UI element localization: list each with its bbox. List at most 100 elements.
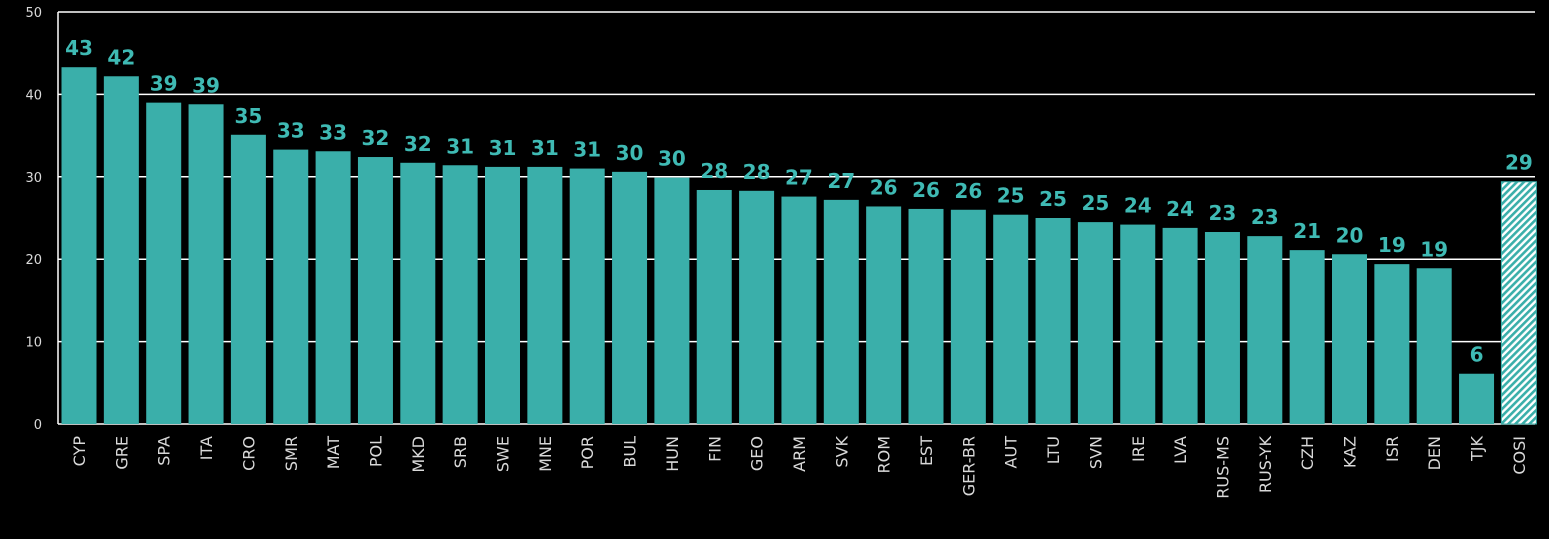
value-label-mne: 31 (531, 136, 559, 160)
bar-rus-ms (1204, 232, 1240, 424)
value-label-swe: 31 (489, 136, 517, 160)
value-label-rus-yk: 23 (1251, 205, 1279, 229)
category-label-mat: MAT (324, 436, 343, 470)
category-label-geo: GEO (748, 436, 767, 471)
category-label-hun: HUN (663, 436, 682, 472)
category-label-aut: AUT (1002, 436, 1021, 469)
bar-gre (103, 76, 139, 424)
category-label-ger-br: GER-BR (959, 436, 978, 496)
category-label-tjk: TJK (1468, 435, 1487, 461)
data-labels: 43 42 39 39 35 33 33 32 32 31 31 31 31 30 30 28 28 27 27 26… (65, 36, 1533, 367)
bar-cosi (1500, 181, 1537, 425)
category-label-mkd: MKD (409, 436, 428, 473)
category-label-ltu: LTU (1044, 436, 1063, 464)
value-label-isr: 19 (1378, 233, 1406, 257)
category-label-rus-ms: RUS-MS (1213, 436, 1232, 499)
bar-ger-br (950, 209, 986, 424)
category-label-cro: CRO (239, 436, 258, 471)
bar-ltu (1035, 218, 1071, 424)
bar-est (908, 208, 944, 424)
value-label-cro: 35 (234, 104, 262, 128)
bar-pol (357, 157, 393, 425)
category-label-den: DEN (1425, 436, 1444, 470)
value-label-geo: 28 (743, 160, 771, 184)
category-label-gre: GRE (112, 436, 131, 470)
bar-mkd (400, 162, 436, 425)
category-label-svk: SVK (832, 435, 851, 467)
value-label-mkd: 32 (404, 132, 432, 156)
value-label-mat: 33 (319, 120, 347, 144)
category-label-est: EST (917, 436, 936, 466)
value-label-arm: 27 (785, 166, 813, 190)
category-label-por: POR (578, 436, 597, 469)
y-tick-label: 50 (25, 6, 42, 21)
category-label-czh: CZH (1298, 436, 1317, 470)
bar-por (569, 168, 605, 424)
bar-swe (485, 166, 520, 425)
bar-spa (146, 102, 182, 424)
bar-srb (442, 165, 478, 424)
value-label-den: 19 (1420, 237, 1448, 261)
value-label-rus-ms: 23 (1209, 201, 1237, 225)
value-label-svn: 25 (1081, 191, 1109, 215)
bar-ita (188, 104, 224, 425)
value-label-kaz: 20 (1336, 223, 1364, 247)
y-tick-label: 40 (25, 88, 42, 103)
bar-den (1416, 268, 1452, 424)
value-label-czh: 21 (1293, 219, 1321, 243)
category-label-rus-yk: RUS-YK (1256, 435, 1275, 493)
value-label-svk: 27 (827, 169, 855, 193)
bar-rus-yk (1247, 236, 1283, 424)
bars (61, 67, 1537, 425)
y-tick-label: 20 (25, 253, 42, 268)
y-tick-label: 0 (34, 418, 42, 433)
category-label-cyp: CYP (70, 436, 89, 467)
category-label-rom: ROM (875, 436, 894, 474)
value-label-bul: 30 (616, 141, 644, 165)
value-label-cyp: 43 (65, 36, 93, 60)
category-label-smr: SMR (282, 436, 301, 471)
bar-ire (1120, 224, 1156, 424)
category-label-swe: SWE (494, 436, 513, 472)
bar-bul (612, 171, 648, 424)
bar-svk (823, 199, 859, 424)
bar-mat (315, 151, 351, 425)
bar-fin (696, 189, 732, 424)
bar-tjk (1459, 373, 1495, 424)
bar-cyp (61, 67, 97, 424)
bar-smr (273, 149, 309, 424)
value-label-smr: 33 (277, 119, 305, 143)
bar-svn (1077, 222, 1113, 424)
y-axis-ticks: 0 10 20 30 40 50 (25, 6, 42, 433)
value-label-fin: 28 (700, 159, 728, 183)
category-label-ire: IRE (1129, 436, 1148, 462)
value-label-gre: 42 (107, 45, 135, 69)
value-label-lva: 24 (1166, 197, 1194, 221)
x-axis-ticks: CYP GRE SPA ITA CRO SMR MAT POL MKD SRB SWE MNE POR B… (70, 435, 1529, 498)
category-label-arm: ARM (790, 436, 809, 472)
value-label-ltu: 25 (1039, 187, 1067, 211)
category-label-kaz: KAZ (1341, 436, 1360, 468)
category-label-srb: SRB (451, 436, 470, 468)
bar-aut (993, 214, 1029, 424)
value-label-pol: 32 (362, 126, 390, 150)
bar-isr (1374, 264, 1410, 424)
value-label-por: 31 (573, 138, 601, 162)
category-label-isr: ISR (1383, 436, 1402, 462)
category-label-mne: MNE (536, 436, 555, 472)
category-label-pol: POL (366, 436, 385, 467)
category-label-svn: SVN (1086, 436, 1105, 469)
bar-lva (1162, 227, 1198, 424)
value-label-ire: 24 (1124, 194, 1152, 218)
category-label-lva: LVA (1171, 436, 1190, 464)
value-label-tjk: 6 (1470, 343, 1484, 367)
bar-kaz (1332, 254, 1367, 424)
value-label-spa: 39 (150, 72, 178, 96)
value-label-est: 26 (912, 178, 940, 202)
category-label-bul: BUL (621, 436, 640, 468)
category-label-fin: FIN (705, 436, 724, 462)
category-label-spa: SPA (155, 436, 174, 466)
value-label-ita: 39 (192, 73, 220, 97)
y-tick-label: 30 (25, 171, 42, 186)
